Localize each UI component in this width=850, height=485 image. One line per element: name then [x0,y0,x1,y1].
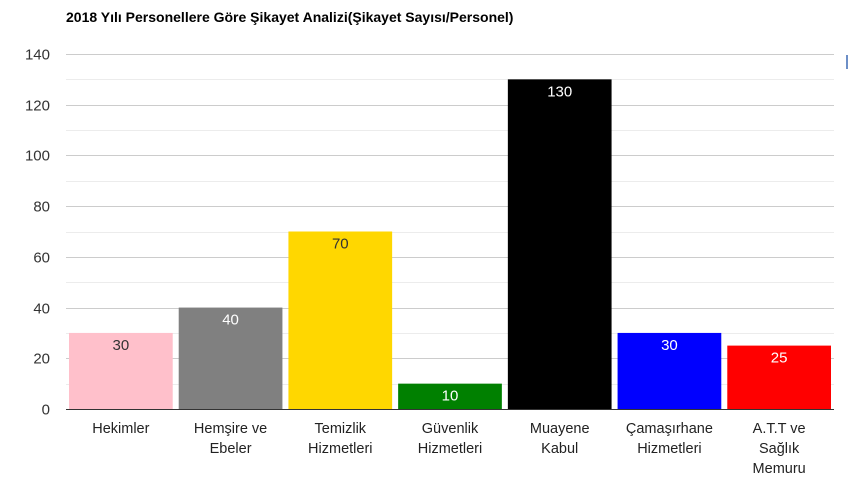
y-tick-label: 140 [25,47,50,64]
y-tick-label: 80 [33,199,50,216]
data-label: 25 [771,350,788,367]
bar [507,79,612,409]
bars: 30 40 70 10 130 30 25 [69,79,831,409]
x-tick-label: Hemşire ve [194,421,267,437]
data-label: 40 [222,312,239,329]
x-tick-label: Memuru [753,461,806,477]
bar [617,332,722,409]
y-tick-label: 60 [33,250,50,267]
x-tick-label: Ebeler [210,441,252,457]
x-tick-label: Temizlik [315,421,367,437]
bar [288,231,393,409]
x-tick-label: Hizmetleri [418,441,482,457]
x-tick-label: Hizmetleri [308,441,372,457]
y-tick-label: 20 [33,351,50,368]
y-axis-ticks: 0 20 40 60 80 100 120 140 [25,47,50,419]
gridlines [66,54,834,410]
bar [398,383,502,409]
x-axis-labels: Hekimler Hemşire ve Ebeler Temizlik Hizmetle… [92,421,805,477]
x-tick-label: Çamaşırhane [626,421,713,437]
data-label: 10 [442,388,459,405]
data-label: 70 [332,236,349,253]
bar [69,332,173,409]
x-tick-label: Sağlık [759,441,800,457]
data-label: 30 [661,337,678,354]
data-label: 130 [547,83,572,100]
x-tick-label: A.T.T ve [753,421,806,437]
x-tick-label: Hekimler [92,421,149,437]
x-tick-label: Muayene [530,421,590,437]
y-tick-label: 100 [25,148,50,165]
bar [178,307,283,409]
x-tick-label: Güvenlik [422,421,479,437]
y-tick-label: 0 [42,402,50,419]
x-tick-label: Hizmetleri [637,441,701,457]
data-label: 30 [113,337,130,354]
chart-title: 2018 Yılı Personellere Göre Şikayet Anal… [66,9,514,25]
y-tick-label: 120 [25,98,50,115]
y-tick-label: 40 [33,301,50,318]
bar [727,345,831,409]
x-tick-label: Kabul [541,441,578,457]
edge-marker [846,55,848,69]
